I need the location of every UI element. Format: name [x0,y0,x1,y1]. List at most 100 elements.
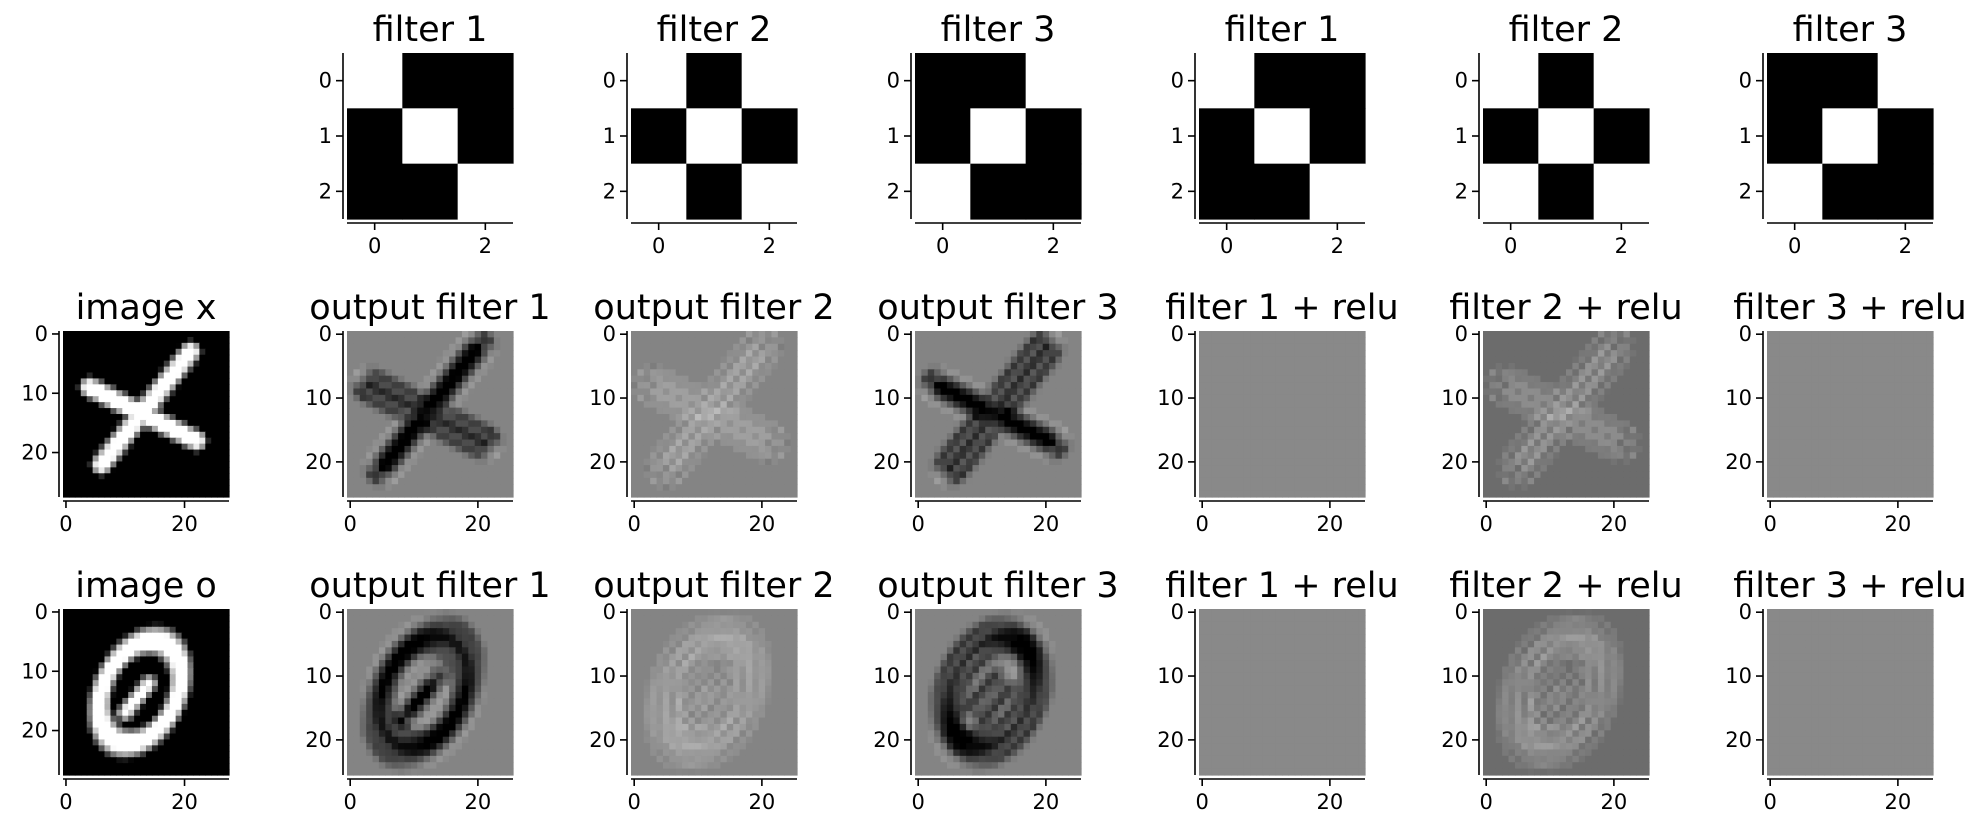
heatmap-cell [378,458,386,466]
heatmap-cell [1508,337,1516,345]
heatmap-cell [122,461,129,468]
heatmap-cell [151,449,159,457]
heatmap-cell [959,490,967,498]
heatmap-cell [487,426,495,434]
heatmap-cell [1767,465,1774,473]
heatmap-cell [682,426,690,434]
heatmap-cell [1495,484,1503,492]
heatmap-cell [1514,375,1522,383]
heatmap-cell [1218,369,1226,377]
heatmap-cell [134,396,141,403]
heatmap-cell [181,414,189,421]
heatmap-cell [1068,433,1076,441]
heatmap-cell [1205,445,1213,453]
heatmap-cell [1224,452,1232,460]
heatmap-cell [784,477,792,485]
heatmap-cell [1926,426,1934,434]
heatmap-cell [1514,458,1522,466]
heatmap-cell [98,402,106,409]
heatmap-cell [946,407,954,415]
heatmap-cell [1779,433,1787,441]
heatmap-cell [927,477,935,485]
heatmap-cell [1920,452,1928,460]
heatmap-cell [487,420,495,428]
heatmap-cell [1585,445,1593,453]
heatmap-cell [656,465,664,473]
heatmap-cell [1269,439,1277,447]
heatmap-cell [430,362,437,370]
heatmap-cell [116,354,123,362]
heatmap-cell [217,384,224,391]
heatmap-cell [1862,458,1870,466]
heatmap-cell [430,465,437,473]
heatmap-cell [1540,465,1548,473]
heatmap-cell [1798,343,1806,351]
heatmap-cell [998,350,1005,358]
heatmap-cell [741,53,798,109]
heatmap-cell [1061,375,1069,383]
heatmap-cell [1830,337,1838,345]
heatmap-cell [1629,452,1637,460]
heatmap-cell [500,490,508,498]
heatmap-cell [1339,369,1347,377]
heatmap-cell [777,350,785,358]
heatmap-cell [359,445,367,453]
heatmap-cell [391,394,399,402]
heatmap-cell [1205,388,1213,396]
heatmap-cell [1559,420,1567,428]
heatmap-cell [506,414,514,421]
heatmap-cell [430,414,437,421]
heatmap-cell [1773,401,1781,409]
heatmap-cell [211,342,218,350]
heatmap-cell [1792,369,1800,377]
heatmap-cell [151,491,159,498]
heatmap-cell [921,445,929,453]
heatmap-cell [487,465,495,473]
heatmap-cell [1495,331,1503,338]
heatmap-cell [481,471,489,479]
heatmap-cell [972,452,980,460]
heatmap-cell [1508,407,1516,415]
heatmap-cell [1553,331,1561,338]
heatmap-cell [1514,394,1522,402]
heatmap-cell [347,394,354,402]
heatmap-cell [98,437,106,445]
heatmap-cell [1288,331,1296,338]
heatmap-cell [1211,343,1219,351]
heatmap-cell [946,350,954,358]
heatmap-cell [1798,426,1806,434]
heatmap-cell [1269,465,1277,473]
heatmap-cell [1591,445,1599,453]
heatmap-cell [122,331,129,338]
heatmap-cell [481,356,489,364]
heatmap-cell [353,331,361,338]
heatmap-cell [1786,452,1794,460]
heatmap-cell [1856,452,1864,460]
heatmap-cell [1572,337,1580,345]
heatmap-cell [675,426,683,434]
heatmap-cell [211,384,218,391]
heatmap-cell [1534,420,1542,428]
heatmap-cell [1199,375,1206,383]
heatmap-cell [1326,433,1334,441]
heatmap-cell [353,414,361,421]
heatmap-cell [347,465,354,473]
heatmap-cell [1629,420,1637,428]
heatmap-cell [104,366,112,374]
heatmap-cell [128,378,135,385]
heatmap-cell [1017,388,1025,396]
heatmap-cell [175,437,183,445]
heatmap-cell [1042,439,1050,447]
heatmap-cell [1869,471,1877,479]
heatmap-cell [481,490,489,498]
heatmap-cell [1514,388,1522,396]
heatmap-cell [1824,414,1832,421]
heatmap-cell [1850,414,1857,421]
y-tick-label: 10 [305,386,332,410]
heatmap-cell [1508,484,1516,492]
heatmap-cell [1017,426,1025,434]
heatmap-cell [1514,414,1522,421]
heatmap-cell [1629,445,1637,453]
heatmap-cell [74,378,82,385]
heatmap-cell [1049,452,1057,460]
